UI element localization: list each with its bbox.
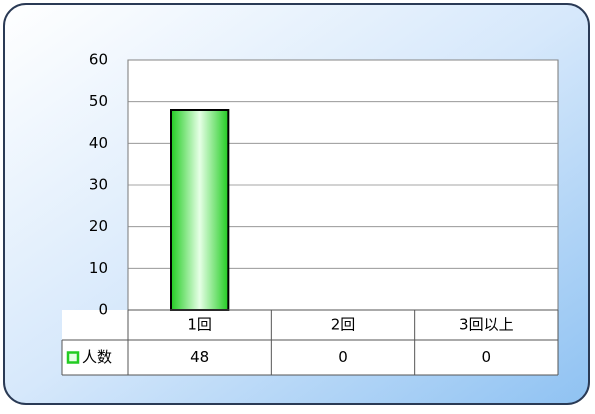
x-tick-label: 2回 (331, 316, 356, 334)
bar (170, 109, 230, 311)
table-value: 0 (338, 348, 348, 366)
x-tick-label: 1回 (187, 316, 212, 334)
table-value: 48 (190, 348, 209, 366)
y-tick-label: 60 (89, 51, 108, 69)
y-tick-label: 30 (89, 176, 108, 194)
y-tick-label: 20 (89, 217, 108, 235)
y-tick-label: 50 (89, 92, 108, 110)
y-tick-label: 10 (89, 259, 108, 277)
table-value: 0 (482, 348, 492, 366)
legend-key (66, 351, 80, 364)
y-tick-label: 40 (89, 134, 108, 152)
y-tick-label: 0 (98, 301, 108, 319)
x-tick-label: 3回以上 (459, 316, 514, 334)
data-table (62, 310, 558, 375)
legend-label: 人数 (82, 348, 112, 366)
